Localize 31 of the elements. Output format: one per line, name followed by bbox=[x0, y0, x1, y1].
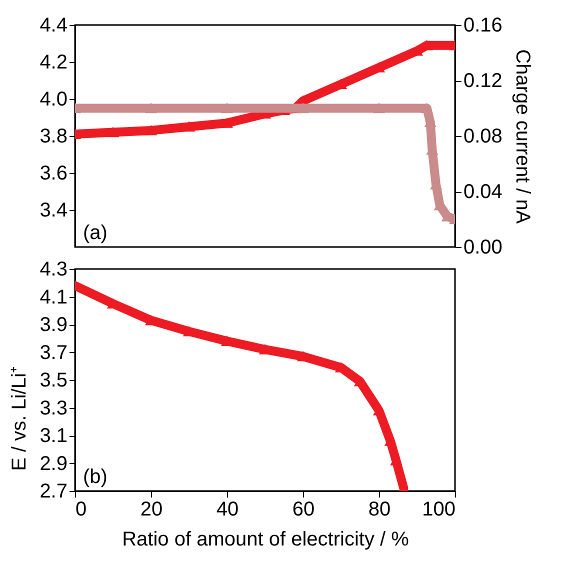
x-tick-label: 60 bbox=[292, 498, 315, 520]
y-tick-label: 4.0 bbox=[40, 88, 68, 110]
y-tick-label: 3.7 bbox=[40, 342, 68, 364]
y-tick-label: 3.8 bbox=[40, 126, 68, 148]
y-tick-label: 3.3 bbox=[40, 397, 68, 420]
annotation: (b) bbox=[83, 466, 108, 488]
x-tick-label: 40 bbox=[216, 498, 239, 520]
y2-tick-label: 0.08 bbox=[464, 126, 502, 148]
y2-tick-label: 0.16 bbox=[464, 14, 502, 36]
y2-tick-label: 0.12 bbox=[464, 70, 502, 92]
y-tick-label: 3.6 bbox=[40, 162, 68, 184]
y-tick-label: 4.2 bbox=[40, 52, 68, 74]
y-tick-label: 3.1 bbox=[40, 425, 68, 447]
x-tick-label: 0 bbox=[76, 498, 87, 520]
y-tick-label: 2.7 bbox=[40, 480, 68, 502]
y-tick-label: 3.5 bbox=[40, 370, 68, 392]
x-axis-title: Ratio of amount of electricity / % bbox=[122, 528, 410, 550]
y-tick-label: 4.4 bbox=[40, 14, 68, 36]
y2-tick-label: 0.04 bbox=[464, 181, 502, 203]
y-tick-label: 3.4 bbox=[40, 200, 68, 222]
x-tick-label: 20 bbox=[140, 498, 163, 520]
y2-axis-title: Charge current / nA bbox=[511, 49, 534, 224]
y-tick-label: 3.9 bbox=[40, 314, 68, 336]
y-axis-title: E / vs. Li/Li⁺ bbox=[8, 366, 31, 471]
y-tick-label: 4.3 bbox=[40, 258, 68, 280]
x-tick-label: 80 bbox=[368, 498, 391, 520]
x-tick-label: 100 bbox=[422, 498, 456, 520]
annotation: (a) bbox=[83, 222, 108, 244]
y-tick-label: 2.9 bbox=[40, 452, 68, 475]
y2-tick-label: 0.00 bbox=[464, 236, 502, 258]
y-tick-label: 4.1 bbox=[40, 286, 68, 308]
